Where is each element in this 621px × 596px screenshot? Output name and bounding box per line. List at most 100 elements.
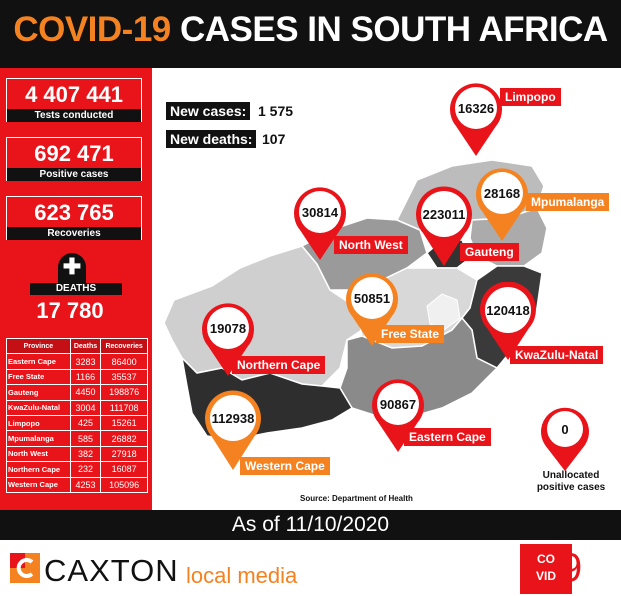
- covid-badge: CO VID: [520, 544, 572, 594]
- cell-province: Western Cape: [6, 476, 71, 493]
- cell-deaths: 585: [69, 430, 102, 447]
- table-row: Northern Cape 232 16087: [6, 461, 148, 478]
- cell-deaths: 3004: [69, 399, 102, 416]
- map-pin-icon: [541, 407, 589, 471]
- page-title: COVID-19 CASES IN SOUTH AFRICA: [0, 10, 621, 50]
- positive-label: Positive cases: [7, 168, 141, 181]
- pin-limpopo: 16326: [448, 82, 504, 156]
- col-province: Province: [6, 337, 71, 355]
- cell-recoveries: 86400: [100, 353, 148, 370]
- positive-value: 692 471: [34, 141, 114, 166]
- pin-mpumalanga: 28168: [474, 167, 530, 241]
- cell-deaths: 4450: [69, 384, 102, 401]
- positive-box: 692 471 Positive cases: [6, 137, 142, 181]
- table-row: North West 382 27918: [6, 445, 148, 463]
- table-row: KwaZulu-Natal 3004 111708: [6, 399, 148, 416]
- badge-line2: VID: [535, 569, 556, 583]
- new-deaths-label: New deaths:: [166, 130, 257, 148]
- cell-recoveries: 27918: [100, 445, 148, 463]
- cell-province: Gauteng: [6, 384, 71, 401]
- pin-value: 28168: [483, 186, 521, 201]
- label-kwazulu-natal: KwaZulu-Natal: [510, 346, 604, 364]
- new-cases-label: New cases:: [166, 102, 251, 120]
- pin-unallocated: 0: [537, 405, 593, 471]
- cell-province: Northern Cape: [6, 461, 71, 478]
- unallocated-line1: Unallocated: [542, 470, 600, 481]
- deaths-label: DEATHS: [30, 283, 122, 295]
- tests-box: 4 407 441 Tests conducted: [6, 78, 142, 122]
- local-media-text: local media: [186, 563, 298, 588]
- pin-western-cape: 112938: [203, 390, 263, 470]
- tests-label: Tests conducted: [7, 109, 141, 122]
- cell-deaths: 3283: [69, 353, 102, 370]
- pin-value: 120418: [486, 303, 530, 318]
- lesotho-region: [426, 293, 461, 331]
- table-header-row: Province Deaths Recoveries: [6, 337, 148, 355]
- pin-kwazulu-natal: 120418: [478, 282, 538, 360]
- badge-number: 9: [560, 546, 583, 590]
- col-recoveries: Recoveries: [100, 337, 148, 355]
- recoveries-box: 623 765 Recoveries: [6, 196, 142, 240]
- cell-deaths: 382: [69, 445, 102, 463]
- cross-icon: ✚: [58, 253, 86, 283]
- pin-eastern-cape: 90867: [370, 378, 426, 452]
- map-pin-icon: [372, 379, 424, 452]
- pin-northern-cape: 19078: [200, 302, 256, 376]
- new-deaths-value: 107: [262, 131, 286, 147]
- cell-recoveries: 198876: [100, 384, 148, 401]
- pin-value: 90867: [379, 397, 417, 412]
- cell-recoveries: 15261: [100, 414, 148, 432]
- table-row: Gauteng 4450 198876: [6, 384, 148, 401]
- cell-recoveries: 26882: [100, 430, 148, 447]
- title-text: CASES IN SOUTH AFRICA: [170, 10, 608, 49]
- col-deaths: Deaths: [69, 337, 102, 355]
- cell-recoveries: 16087: [100, 461, 148, 478]
- table-row: Western Cape 4253 105096: [6, 476, 148, 493]
- pin-value: 19078: [209, 321, 247, 336]
- tests-value: 4 407 441: [25, 82, 123, 107]
- map-pin-icon: [205, 390, 261, 470]
- pin-value: 223011: [422, 207, 466, 222]
- pin-value: 16326: [457, 101, 495, 116]
- unallocated-line2: positive cases: [536, 482, 606, 493]
- stats-panel: 4 407 441 Tests conducted 692 471 Positi…: [0, 68, 152, 510]
- as-of-date: As of 11/10/2020: [0, 510, 621, 540]
- map-pin-icon: [202, 303, 254, 376]
- caxton-logo-icon: [10, 553, 40, 583]
- map-pin-icon: [416, 186, 472, 266]
- title-highlight: COVID-19: [13, 10, 171, 49]
- cell-deaths: 425: [69, 414, 102, 432]
- deaths-value: 17 780: [36, 298, 104, 323]
- cell-deaths: 232: [69, 461, 102, 478]
- province-table: Province Deaths Recoveries Eastern Cape 3…: [6, 337, 148, 493]
- label-free-state: Free State: [376, 325, 445, 343]
- badge-line1: CO: [537, 552, 555, 566]
- table-row: Mpumalanga 585 26882: [6, 430, 148, 447]
- cell-deaths: 4253: [69, 476, 102, 493]
- recoveries-label: Recoveries: [7, 227, 141, 240]
- pin-gauteng: 223011: [414, 186, 474, 266]
- cell-province: Mpumalanga: [6, 430, 71, 447]
- pin-free-state: 50851: [344, 272, 400, 346]
- cell-province: KwaZulu-Natal: [6, 399, 71, 416]
- cell-province: Free State: [6, 368, 71, 386]
- source-note: Source: Department of Health: [300, 494, 413, 503]
- map-pin-icon: [480, 282, 536, 360]
- label-north-west: North West: [334, 236, 408, 254]
- map-pin-icon: [346, 273, 398, 346]
- label-mpumalanga: Mpumalanga: [526, 193, 610, 211]
- recoveries-value: 623 765: [34, 200, 114, 225]
- cell-recoveries: 105096: [100, 476, 148, 493]
- cell-recoveries: 35537: [100, 368, 148, 386]
- new-cases-value: 1 575: [258, 103, 294, 119]
- header-bar: COVID-19 CASES IN SOUTH AFRICA: [0, 0, 621, 68]
- cell-deaths: 1166: [69, 368, 102, 386]
- label-western-cape: Western Cape: [240, 457, 330, 475]
- label-limpopo: Limpopo: [500, 88, 561, 106]
- table-row: Free State 1166 35537: [6, 368, 148, 386]
- table-row: Limpopo 425 15261: [6, 414, 148, 432]
- cell-province: Limpopo: [6, 414, 71, 432]
- pin-value: 112938: [211, 411, 255, 426]
- map-pin-icon: [450, 83, 502, 156]
